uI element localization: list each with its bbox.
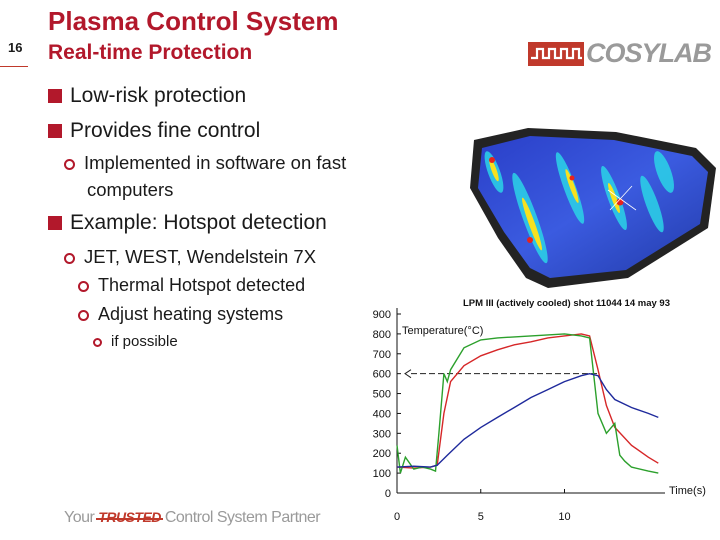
chart-axes: [396, 308, 665, 494]
bullet-detected: Thermal Hotspot detected: [78, 275, 305, 296]
y-tick-label: 200: [373, 448, 391, 460]
ring-bullet-icon: [78, 310, 89, 321]
bullet-fine-control: Provides fine control: [48, 119, 260, 143]
footer-tagline: Your TRUSTED Control System Partner: [64, 509, 321, 526]
bullet-text: Adjust heating systems: [98, 304, 284, 324]
bullet-software: Implemented in software on fast: [64, 152, 346, 174]
ring-bullet-icon: [64, 159, 75, 170]
x-axis-label: Time(s): [669, 485, 706, 497]
cosylab-logo: COSYLAB: [528, 38, 712, 70]
x-tick-label: 5: [478, 511, 484, 523]
y-tick-label: 900: [373, 309, 391, 321]
y-tick-label: 700: [373, 349, 391, 361]
slide-number: 16: [8, 40, 23, 55]
series-line-2: [396, 333, 659, 474]
bullet-adjust: Adjust heating systems: [78, 304, 283, 325]
y-tick-label: 400: [373, 408, 391, 420]
square-bullet-icon: [48, 124, 65, 141]
bullet-machines: JET, WEST, Wendelstein 7X: [64, 246, 316, 268]
slide-number-underline: [0, 66, 28, 67]
y-tick-label: 500: [373, 389, 391, 401]
thermal-camera-image: [470, 128, 716, 288]
bullet-low-risk: Low-risk protection: [48, 84, 246, 108]
x-tick-label: 0: [394, 511, 400, 523]
bullet-text: computers: [87, 179, 174, 200]
square-bullet-icon: [48, 89, 65, 106]
bullet-text: if possible: [111, 333, 178, 350]
y-tick-label: 600: [373, 369, 391, 381]
ring-bullet-icon: [93, 338, 102, 347]
bullet-text: Low-risk protection: [70, 84, 247, 107]
pulse-logo-icon: [528, 42, 584, 66]
bullet-text: JET, WEST, Wendelstein 7X: [84, 246, 317, 267]
chart-annotation: Temperature(°C): [402, 325, 483, 337]
slide-subtitle: Real-time Protection: [48, 41, 253, 64]
bullet-text: Provides fine control: [70, 119, 261, 142]
slide-title: Plasma Control System: [48, 6, 339, 36]
chart-lines: [396, 333, 659, 474]
y-tick-label: 300: [373, 428, 391, 440]
ring-bullet-icon: [78, 281, 89, 292]
temperature-chart: LPM III (actively cooled) shot 11044 14 …: [373, 298, 706, 523]
series-line-3: [396, 372, 659, 468]
chart-ticks: 0 100 200 300 400 500 600 700 800 900 0 5 10: [373, 309, 571, 523]
y-tick-label: 100: [373, 468, 391, 480]
bullet-text: Thermal Hotspot detected: [98, 275, 306, 295]
x-tick-label: 10: [558, 511, 570, 523]
ring-bullet-icon: [64, 253, 75, 264]
y-tick-label: 800: [373, 329, 391, 341]
series-line-1: [396, 333, 659, 469]
square-bullet-icon: [48, 216, 65, 233]
bullet-text: Implemented in software on fast: [84, 152, 347, 173]
bullet-hotspot: Example: Hotspot detection: [48, 211, 327, 235]
bullet-software-cont: computers: [87, 179, 173, 201]
bullet-if-possible: if possible: [93, 333, 178, 350]
y-tick-label: 0: [385, 488, 391, 500]
bullet-text: Example: Hotspot detection: [70, 211, 327, 234]
chart-title: LPM III (actively cooled) shot 11044 14 …: [463, 298, 670, 309]
logo-text: COSYLAB: [586, 38, 712, 68]
threshold-arrow: [404, 369, 412, 379]
